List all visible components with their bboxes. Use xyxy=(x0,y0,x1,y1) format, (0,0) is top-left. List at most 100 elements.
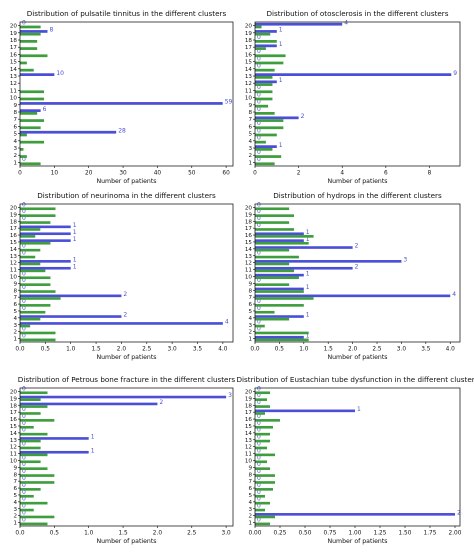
data-label-cluster-13: 0 xyxy=(22,250,26,257)
bar-green-cluster-16 xyxy=(20,54,48,58)
bar-green-cluster-9 xyxy=(255,104,269,108)
data-label-cluster-8: 1 xyxy=(306,284,310,291)
bar-green-cluster-18 xyxy=(255,405,270,408)
data-label-cluster-8: 0 xyxy=(257,106,261,113)
chart-title: Distribution of Eustachian tube dysfunct… xyxy=(236,375,474,384)
bar-green-cluster-7 xyxy=(20,297,61,300)
data-label-cluster-9: 0 xyxy=(22,277,26,284)
data-label-cluster-15: 0 xyxy=(257,55,261,62)
bar-green-cluster-3 xyxy=(20,148,24,151)
data-label-cluster-20: 0 xyxy=(22,385,26,392)
y-tick-label-15: 15 xyxy=(10,60,18,66)
data-label-cluster-20: 0 xyxy=(22,19,26,26)
bar-blue-cluster-13 xyxy=(20,73,55,76)
chart-title: Distribution of neurinoma in the differe… xyxy=(37,191,216,200)
data-label-cluster-4: 1 xyxy=(306,312,310,319)
bar-blue-cluster-11 xyxy=(20,450,89,454)
y-tick-label-19: 19 xyxy=(245,212,253,218)
bar-green-cluster-19 xyxy=(255,398,267,401)
bar-blue-cluster-12 xyxy=(20,260,71,263)
bar-green-cluster-2 xyxy=(255,331,309,335)
bar-blue-cluster-17 xyxy=(20,225,71,229)
data-label-cluster-13: 0 xyxy=(257,250,261,257)
bar-green-cluster-1 xyxy=(20,522,48,526)
bar-green-cluster-4 xyxy=(255,140,266,144)
x-tick-label: 1.5 xyxy=(324,347,334,353)
y-tick-label-13: 13 xyxy=(10,254,18,260)
y-tick-label-17: 17 xyxy=(245,410,253,416)
bar-green-cluster-1 xyxy=(20,162,41,166)
bar-green-cluster-19 xyxy=(20,32,41,36)
y-tick-label-12: 12 xyxy=(10,81,17,87)
y-tick-label-10: 10 xyxy=(245,274,253,280)
bar-blue-cluster-4 xyxy=(255,315,304,318)
data-label-cluster-16: 1 xyxy=(306,229,310,236)
chart-panel-6: Distribution of Eustachian tube dysfunct… xyxy=(236,375,474,545)
data-label-cluster-2: 2 xyxy=(457,509,461,516)
bar-green-cluster-12 xyxy=(255,262,290,266)
y-tick-label-19: 19 xyxy=(10,212,18,218)
y-tick-label-3: 3 xyxy=(248,323,252,329)
y-tick-label-5: 5 xyxy=(248,309,252,315)
bar-blue-cluster-11 xyxy=(255,266,353,270)
bar-green-cluster-6 xyxy=(255,126,284,130)
x-tick-label: 50 xyxy=(188,171,196,177)
x-tick-label: 0 xyxy=(253,171,257,177)
bar-green-cluster-10 xyxy=(20,276,51,280)
bar-green-cluster-7 xyxy=(255,481,275,484)
bar-blue-cluster-15 xyxy=(20,239,71,242)
data-label-cluster-6: 0 xyxy=(22,482,26,489)
bar-green-cluster-7 xyxy=(255,119,284,122)
y-tick-label-7: 7 xyxy=(248,117,252,123)
bar-green-cluster-14 xyxy=(255,68,275,72)
bar-green-cluster-19 xyxy=(20,398,41,401)
x-tick-label: 2.00 xyxy=(449,531,462,537)
y-tick-label-11: 11 xyxy=(10,88,18,94)
bar-green-cluster-8 xyxy=(20,290,56,293)
data-label-cluster-9: 0 xyxy=(257,277,261,284)
bar-green-cluster-7 xyxy=(20,481,55,484)
bar-blue-cluster-7 xyxy=(255,294,451,298)
x-axis-label: Number of patients xyxy=(97,354,157,361)
bar-green-cluster-6 xyxy=(20,488,41,491)
y-tick-label-18: 18 xyxy=(245,219,253,225)
y-tick-label-17: 17 xyxy=(10,45,18,51)
chart-title: Distribution of pulsatile tinnitus in th… xyxy=(27,9,227,18)
data-label-cluster-15: 1 xyxy=(306,236,310,243)
y-tick-label-5: 5 xyxy=(248,493,252,499)
bar-blue-cluster-9 xyxy=(20,102,223,105)
y-tick-label-17: 17 xyxy=(10,226,18,232)
axes-frame xyxy=(19,21,234,167)
y-tick-label-9: 9 xyxy=(13,281,17,287)
bar-blue-cluster-20 xyxy=(255,22,343,26)
data-label-cluster-5: 0 xyxy=(257,489,261,496)
bar-green-cluster-11 xyxy=(255,269,295,273)
y-tick-label-7: 7 xyxy=(13,117,17,123)
axes-frame xyxy=(254,203,461,343)
y-tick-label-8: 8 xyxy=(13,472,17,478)
data-label-cluster-7: 4 xyxy=(452,291,456,298)
y-tick-label-12: 12 xyxy=(245,445,252,451)
bar-green-cluster-3 xyxy=(20,324,31,328)
data-label-cluster-19: 8 xyxy=(49,27,53,34)
y-tick-label-4: 4 xyxy=(13,139,17,145)
bar-green-cluster-14 xyxy=(255,248,290,252)
y-tick-label-12: 12 xyxy=(10,445,17,451)
bar-blue-cluster-13 xyxy=(20,437,89,440)
bar-blue-cluster-15 xyxy=(255,239,304,242)
data-label-cluster-12: 1 xyxy=(73,256,77,263)
bar-blue-cluster-17 xyxy=(255,409,355,413)
y-tick-label-18: 18 xyxy=(10,219,18,225)
y-tick-label-20: 20 xyxy=(10,389,18,395)
bar-green-cluster-1 xyxy=(255,338,309,342)
bar-green-cluster-2 xyxy=(255,515,275,519)
data-label-cluster-9: 0 xyxy=(257,99,261,106)
bar-green-cluster-4 xyxy=(255,317,290,321)
x-axis-label: Number of patients xyxy=(328,178,388,185)
y-tick-label-10: 10 xyxy=(10,274,18,280)
y-tick-label-11: 11 xyxy=(245,452,253,458)
bar-green-cluster-18 xyxy=(255,221,290,224)
x-tick-label: 2 xyxy=(297,171,301,177)
data-label-cluster-4: 0 xyxy=(22,496,26,503)
